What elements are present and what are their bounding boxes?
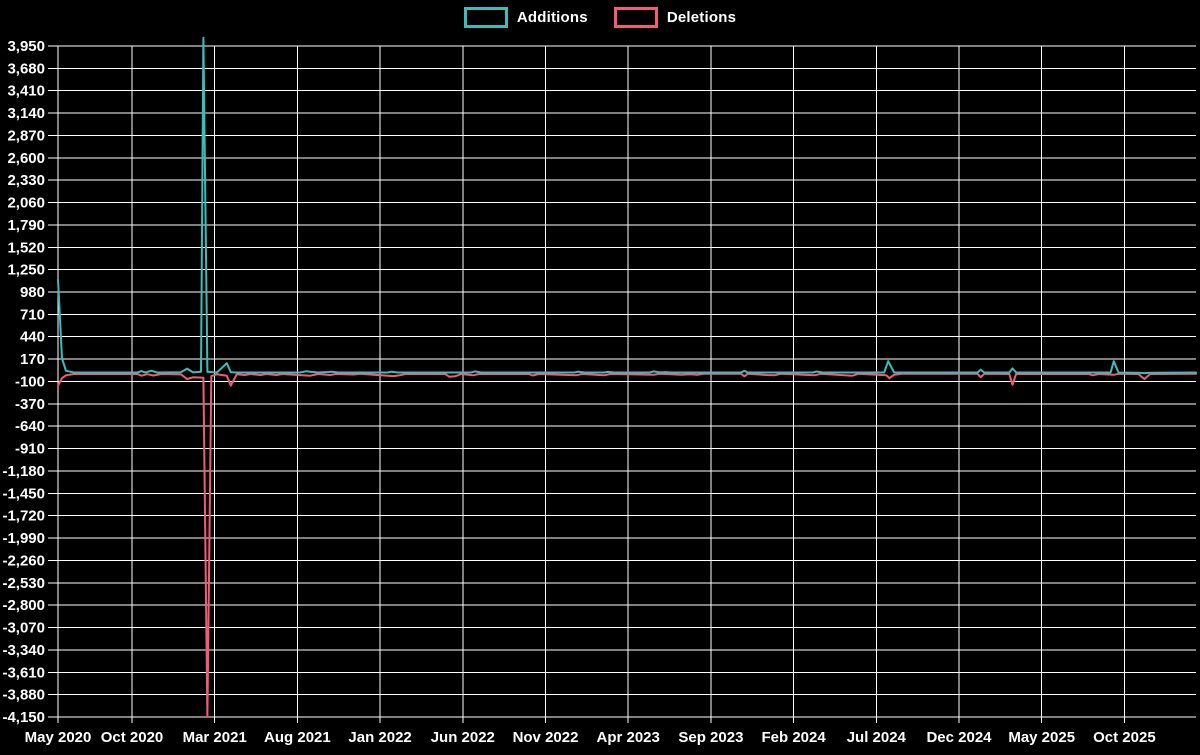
y-tick-label: -2,260 [2,552,45,569]
y-tick-label: -3,340 [2,642,45,659]
y-tick-label: 2,600 [7,150,45,167]
x-tick-label: Aug 2021 [264,729,331,746]
y-tick-label: -640 [15,418,45,435]
chart-legend: Additions Deletions [0,7,1200,28]
y-tick-label: -3,610 [2,664,45,681]
x-tick-label: Mar 2021 [183,729,247,746]
y-tick-label: -1,720 [2,508,45,525]
y-tick-label: -1,990 [2,530,45,547]
y-tick-label: 1,520 [7,239,45,256]
x-tick-label: Apr 2023 [597,729,660,746]
y-tick-label: 980 [20,284,45,301]
x-tick-label: May 2025 [1008,729,1075,746]
y-tick-label: -4,150 [2,709,45,726]
x-tick-label: Feb 2024 [761,729,826,746]
y-tick-label: -370 [15,396,45,413]
y-tick-label: 1,790 [7,217,45,234]
y-tick-label: 440 [20,329,45,346]
y-tick-label: -3,070 [2,620,45,637]
x-tick-label: Oct 2025 [1093,729,1156,746]
x-tick-label: Oct 2020 [101,729,164,746]
legend-label-additions: Additions [516,9,588,26]
legend-label-deletions: Deletions [666,9,737,26]
x-tick-label: Jul 2024 [847,729,907,746]
x-tick-label: Jun 2022 [431,729,495,746]
x-tick-label: Jan 2022 [348,729,411,746]
series-line-deletions[interactable] [57,372,1197,718]
y-tick-label: -910 [15,441,45,458]
y-tick-label: 3,950 [7,38,45,55]
y-tick-label: 2,330 [7,172,45,189]
x-tick-label: May 2020 [25,729,92,746]
y-tick-label: -1,180 [2,463,45,480]
y-tick-label: 1,250 [7,262,45,279]
additions-swatch-icon [463,7,508,28]
deletions-swatch-icon [613,7,658,28]
y-tick-label: 170 [20,351,45,368]
y-tick-label: 3,140 [7,105,45,122]
y-tick-label: 3,410 [7,83,45,100]
y-tick-label: -100 [15,373,45,390]
x-tick-label: Dec 2024 [926,729,992,746]
y-tick-label: 2,060 [7,195,45,212]
legend-item-deletions[interactable]: Deletions [613,7,737,28]
y-tick-label: 3,680 [7,60,45,77]
y-tick-label: -1,450 [2,485,45,502]
y-tick-label: 2,870 [7,127,45,144]
x-tick-label: Nov 2022 [513,729,579,746]
x-tick-label: Sep 2023 [678,729,743,746]
y-tick-label: 710 [20,306,45,323]
y-tick-label: -2,800 [2,597,45,614]
y-tick-label: -3,880 [2,687,45,704]
series-line-additions[interactable] [57,36,1197,375]
y-tick-label: -2,530 [2,575,45,592]
legend-item-additions[interactable]: Additions [463,7,588,28]
